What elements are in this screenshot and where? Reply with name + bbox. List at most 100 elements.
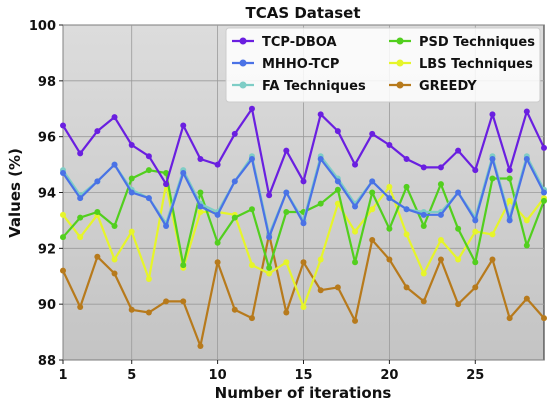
data-point: [386, 256, 393, 263]
x-axis-label: Number of iterations: [215, 384, 392, 401]
data-point: [248, 105, 255, 112]
data-point: [163, 169, 170, 176]
data-point: [197, 203, 204, 210]
data-point: [248, 262, 255, 269]
data-point: [455, 301, 462, 308]
data-point: [248, 315, 255, 322]
data-point: [506, 175, 513, 182]
y-axis-label: Values (%): [6, 148, 24, 238]
legend-item: FA Techniques: [232, 79, 366, 94]
data-point: [489, 156, 496, 162]
data-point: [248, 156, 255, 162]
data-point: [283, 309, 290, 316]
data-point: [60, 169, 66, 176]
y-tick-label: 90: [38, 298, 56, 313]
x-tick-label: 1: [58, 368, 67, 383]
data-point: [523, 156, 530, 162]
data-point: [231, 214, 238, 221]
data-point: [283, 147, 290, 154]
data-point: [352, 228, 359, 235]
y-tick-label: 96: [38, 131, 56, 146]
data-point: [541, 189, 547, 196]
data-point: [506, 167, 513, 174]
data-point: [248, 206, 255, 213]
data-point: [386, 195, 393, 202]
data-point: [317, 111, 324, 118]
y-tick-label: 100: [29, 19, 56, 34]
legend-label: LBS Techniques: [419, 57, 533, 72]
data-point: [403, 183, 410, 190]
data-point: [60, 211, 66, 218]
data-point: [386, 142, 393, 149]
legend-label: PSD Techniques: [419, 35, 535, 50]
data-point: [111, 256, 118, 263]
legend-label: FA Techniques: [262, 79, 366, 94]
series-tcp-dboa: [60, 105, 547, 199]
data-point: [94, 209, 101, 216]
data-point: [403, 284, 410, 291]
data-point: [352, 317, 359, 324]
data-point: [455, 256, 462, 263]
data-point: [489, 231, 496, 238]
data-point: [403, 231, 410, 238]
data-point: [369, 178, 376, 185]
y-tick-label: 98: [38, 75, 56, 90]
data-point: [145, 309, 152, 316]
data-point: [523, 217, 530, 224]
data-point: [352, 259, 359, 266]
data-point: [317, 156, 324, 162]
data-point: [94, 253, 101, 260]
data-point: [300, 303, 307, 310]
data-point: [455, 189, 462, 196]
x-tick-label: 20: [380, 368, 398, 383]
legend-swatch-marker: [239, 81, 247, 89]
chart-title: TCAS Dataset: [245, 4, 360, 22]
legend-swatch-marker: [239, 37, 247, 45]
data-point: [506, 197, 513, 204]
data-point: [163, 223, 170, 229]
data-point: [489, 111, 496, 118]
legend-box: [225, 27, 541, 103]
data-point: [455, 147, 462, 154]
data-point: [231, 178, 238, 185]
data-point: [300, 178, 307, 185]
data-point: [214, 211, 221, 218]
data-point: [111, 223, 118, 229]
data-point: [386, 225, 393, 232]
data-point: [60, 122, 66, 129]
x-tick-label: 25: [466, 368, 484, 383]
data-point: [266, 192, 273, 199]
data-point: [128, 189, 135, 196]
data-point: [266, 264, 273, 271]
data-point: [145, 167, 152, 174]
data-point: [77, 150, 84, 157]
y-tick-label: 92: [38, 242, 56, 257]
data-point: [77, 234, 84, 241]
x-tick-label: 10: [209, 368, 227, 383]
x-tick-label: 5: [127, 368, 136, 383]
data-point: [197, 343, 204, 350]
data-point: [197, 209, 204, 216]
data-point: [541, 197, 547, 204]
data-point: [334, 284, 341, 291]
data-point: [523, 295, 530, 302]
data-point: [334, 200, 341, 207]
data-point: [111, 270, 118, 277]
series-group: [60, 105, 547, 350]
data-point: [128, 175, 135, 182]
data-point: [334, 186, 341, 193]
data-point: [266, 234, 273, 241]
legend-item: TCP-DBOA: [232, 35, 337, 50]
data-point: [437, 181, 444, 188]
data-point: [472, 217, 479, 224]
data-point: [369, 189, 376, 196]
x-tick-label: 15: [294, 368, 312, 383]
data-point: [489, 256, 496, 263]
data-point: [60, 234, 66, 241]
data-point: [60, 267, 66, 274]
legend-item: GREEDY: [389, 79, 477, 94]
legend: TCP-DBOA MHHO-TCP FA Techniques PSD Techniq…: [225, 27, 541, 103]
